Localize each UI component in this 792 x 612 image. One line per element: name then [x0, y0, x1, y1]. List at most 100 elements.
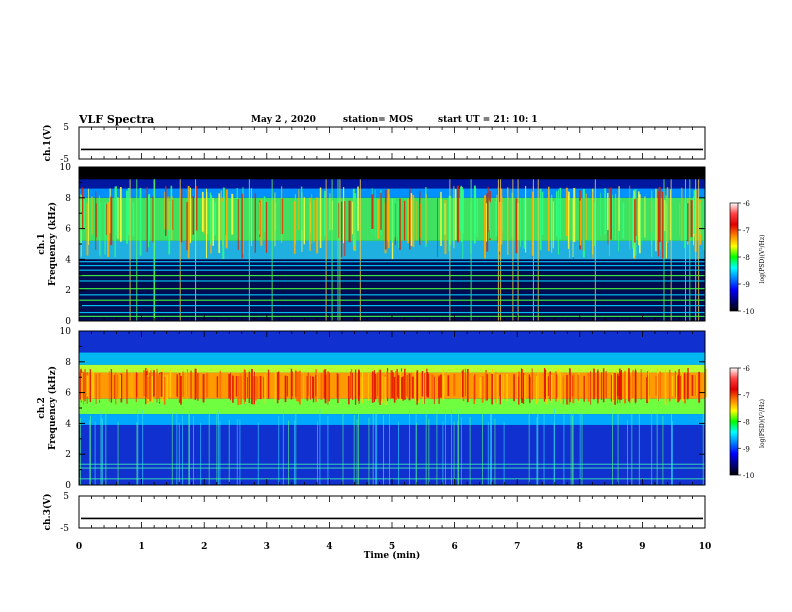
emission-streak — [647, 370, 649, 398]
emission-streak — [167, 196, 169, 230]
emission-streak — [120, 373, 123, 403]
emission-streak — [629, 376, 631, 404]
emission-streak — [485, 369, 488, 401]
emission-streak — [531, 368, 533, 400]
emission-streak — [489, 202, 491, 239]
y-tick-label: 10 — [60, 163, 72, 173]
sferic-streak — [316, 421, 318, 485]
colorbar-label: log(PSD)(V²/Hz) — [759, 399, 766, 448]
sferic-streak — [536, 417, 538, 485]
emission-streak — [520, 368, 522, 401]
emission-streak — [250, 188, 252, 247]
emission-streak — [281, 186, 283, 243]
station-label: station= MOS — [343, 115, 414, 125]
sferic-streak — [436, 410, 438, 485]
sferic-streak — [494, 418, 496, 485]
sferic-streak — [178, 422, 180, 485]
sferic-streak — [102, 418, 103, 485]
emission-streak — [368, 373, 370, 401]
emission-streak — [86, 375, 89, 397]
emission-streak — [618, 376, 620, 400]
emission-streak — [555, 371, 557, 402]
sferic-streak — [189, 410, 190, 485]
emission-streak — [91, 371, 94, 399]
panel-ch1-waveform: 5 -5 ch.1(V) — [42, 123, 706, 165]
y-tick-label: 8 — [65, 358, 71, 368]
emission-streak — [438, 375, 440, 404]
cyan-band-low — [79, 414, 705, 425]
emission-streak — [427, 373, 430, 398]
narrowband-line — [79, 299, 705, 301]
sferic-streak — [359, 179, 361, 321]
emission-streak — [662, 191, 664, 259]
sferic-streak — [617, 413, 619, 485]
emission-streak — [176, 374, 178, 397]
emission-streak — [329, 193, 331, 231]
emission-streak — [126, 369, 128, 404]
narrowband-line — [79, 294, 705, 296]
emission-streak — [347, 376, 350, 405]
emission-streak — [129, 375, 131, 398]
sferic-streak — [481, 413, 483, 485]
emission-streak — [416, 370, 419, 400]
emission-streak — [639, 194, 641, 254]
emission-streak — [107, 202, 110, 257]
emission-streak — [557, 369, 560, 400]
emission-streak — [486, 193, 489, 252]
colorbar-tick-label: -10 — [743, 472, 754, 480]
emission-streak — [240, 376, 242, 404]
emission-streak — [587, 372, 590, 402]
emission-streak — [453, 185, 455, 249]
spectrogram-image — [79, 167, 705, 321]
emission-streak — [371, 371, 374, 403]
sferic-streak — [497, 179, 499, 321]
sferic-streak — [325, 179, 327, 321]
emission-streak — [158, 373, 160, 398]
emission-streak — [371, 194, 374, 229]
spectrogram-image — [79, 331, 707, 485]
emission-streak — [520, 198, 521, 247]
emission-streak — [170, 185, 173, 240]
emission-streak — [135, 371, 137, 403]
emission-streak — [322, 370, 325, 398]
emission-streak — [407, 198, 409, 244]
emission-streak — [541, 191, 544, 235]
emission-streak — [306, 375, 308, 401]
sferic-streak — [389, 411, 390, 485]
y-tick-label: 4 — [65, 419, 71, 429]
emission-streak — [632, 370, 634, 399]
colorbar-label: log(PSD)(V²/Hz) — [759, 235, 766, 284]
sferic-streak — [537, 412, 539, 485]
emission-streak — [95, 203, 97, 238]
sferic-streak — [415, 423, 417, 485]
colorbar-tick-label: -10 — [743, 308, 754, 316]
emission-streak — [461, 370, 464, 397]
emission-streak — [485, 203, 487, 242]
yellow-band — [79, 364, 705, 373]
emission-streak — [296, 371, 298, 402]
emission-streak — [547, 186, 550, 252]
emission-streak — [206, 372, 209, 398]
emission-streak — [523, 198, 526, 249]
emission-streak — [382, 376, 384, 404]
emission-streak — [531, 191, 534, 256]
emission-streak — [695, 375, 697, 397]
emission-streak — [81, 187, 84, 230]
emission-streak — [169, 370, 172, 398]
emission-streak — [657, 368, 659, 400]
emission-streak — [522, 369, 524, 398]
emission-streak — [569, 368, 571, 403]
emission-streak — [91, 196, 93, 235]
emission-streak — [398, 199, 400, 249]
emission-streak — [235, 376, 238, 397]
emission-streak — [635, 198, 637, 236]
emission-streak — [619, 371, 622, 400]
colorbar-tick-label: -7 — [743, 227, 750, 235]
emission-streak — [310, 375, 311, 400]
emission-streak — [409, 188, 411, 250]
sferic-streak — [662, 415, 664, 485]
emission-streak — [500, 373, 502, 400]
emission-streak — [681, 372, 684, 402]
x-tick-label: 7 — [514, 542, 520, 552]
emission-streak — [399, 198, 401, 250]
